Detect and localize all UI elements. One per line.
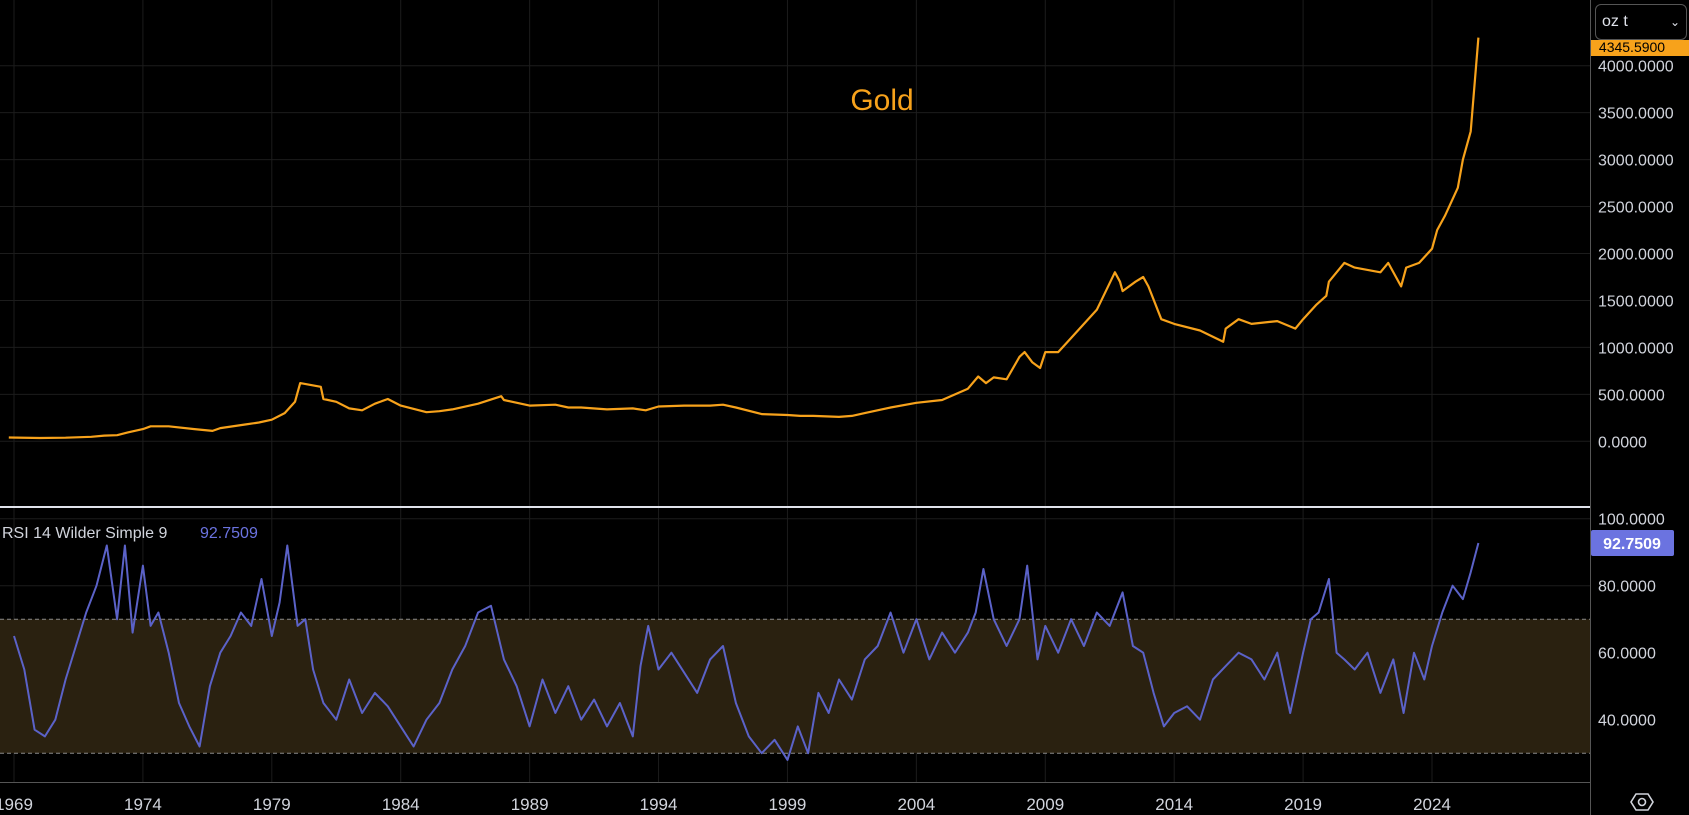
indicator-legend-value: 92.7509 xyxy=(200,525,258,542)
rsi-line xyxy=(13,542,1480,761)
unit-selector[interactable]: oz t ⌄ xyxy=(1595,4,1687,40)
main-y-tick-label: 500.0000 xyxy=(1598,387,1665,404)
chevron-down-icon: ⌄ xyxy=(1669,15,1680,29)
main-y-tick-label: 4000.0000 xyxy=(1598,59,1674,76)
rsi-price-axis[interactable]: 100.0000 80.0000 60.0000 40.0000 xyxy=(1598,512,1665,730)
x-tick-label: 1969 xyxy=(0,795,33,814)
main-y-tick-label: 2000.0000 xyxy=(1598,247,1674,264)
rsi-band xyxy=(0,619,1590,754)
gold-last-price-label: 4345.5900 xyxy=(1599,39,1665,55)
time-axis[interactable]: 1969 1974 1979 1984 1989 1994 1999 2004 2009 2014… xyxy=(0,795,1451,814)
main-price-axis[interactable]: 4000.0000 3500.0000 3000.0000 2500.0000 2000… xyxy=(1598,59,1674,452)
main-y-tick-label: 1000.0000 xyxy=(1598,340,1674,357)
chart-title: Gold xyxy=(850,84,913,117)
rsi-y-tick-label: 100.0000 xyxy=(1598,512,1665,529)
x-tick-label: 1989 xyxy=(511,795,549,814)
x-tick-label: 1984 xyxy=(382,795,420,814)
x-tick-label: 2019 xyxy=(1284,795,1322,814)
rsi-y-tick-label: 60.0000 xyxy=(1598,646,1656,663)
x-tick-label: 1979 xyxy=(253,795,291,814)
main-y-tick-label: 2500.0000 xyxy=(1598,200,1674,217)
gold-last-price-tag: 4345.5900 xyxy=(1591,39,1689,56)
rsi-y-tick-label: 40.0000 xyxy=(1598,713,1656,730)
x-tick-label: 1974 xyxy=(124,795,162,814)
main-y-tick-label: 0.0000 xyxy=(1598,434,1647,451)
gold-last-price-badge xyxy=(1591,40,1689,56)
x-tick-label: 2024 xyxy=(1413,795,1451,814)
settings-icon[interactable] xyxy=(1630,790,1654,814)
x-tick-label: 2009 xyxy=(1026,795,1064,814)
main-y-tick-label: 1500.0000 xyxy=(1598,293,1674,310)
indicator-label: RSI 14 Wilder Simple 9 xyxy=(2,525,167,542)
gold-price-line xyxy=(8,37,1480,440)
x-tick-label: 2004 xyxy=(897,795,935,814)
main-y-tick-label: 3000.0000 xyxy=(1598,153,1674,170)
unit-selector-value: oz t xyxy=(1602,13,1628,30)
rsi-last-value-label: 92.7509 xyxy=(1603,536,1661,553)
rsi-last-value-tag: 92.7509 xyxy=(1591,530,1674,557)
rsi-last-value-badge xyxy=(1591,530,1674,557)
x-tick-label: 1999 xyxy=(769,795,807,814)
x-tick-label: 1994 xyxy=(640,795,678,814)
rsi-y-tick-label: 80.0000 xyxy=(1598,579,1656,596)
main-y-tick-label: 3500.0000 xyxy=(1598,106,1674,123)
x-tick-label: 2014 xyxy=(1155,795,1193,814)
